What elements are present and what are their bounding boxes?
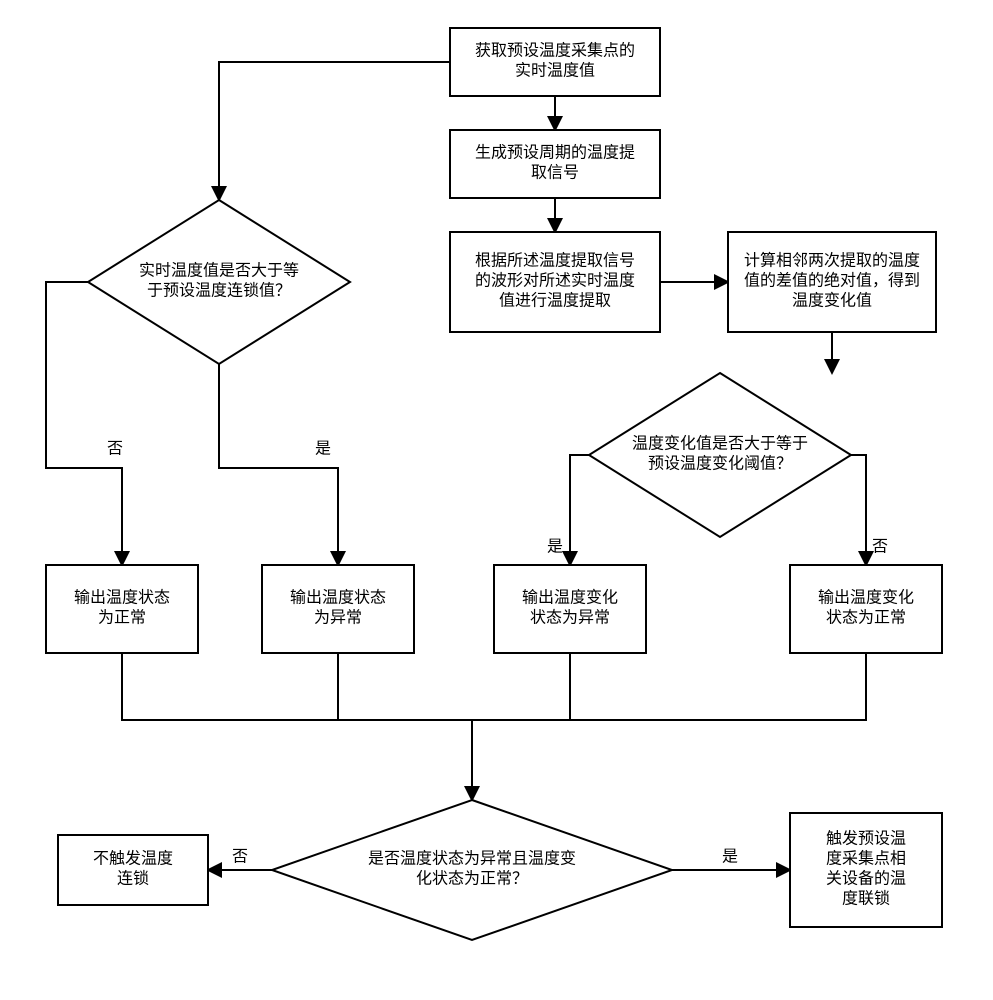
node-text-d2-line1: 预设温度变化阈值？ xyxy=(648,455,792,473)
edge-label-e6: 是 xyxy=(315,441,331,458)
node-text-n2-line0: 生成预设周期的温度提 xyxy=(475,144,635,162)
node-d3: 是否温度状态为异常且温度变化状态为正常？ xyxy=(272,800,672,940)
node-text-n9-line1: 连锁 xyxy=(117,870,149,888)
node-text-n5-line1: 为正常 xyxy=(98,609,146,627)
node-n5: 输出温度状态为正常 xyxy=(46,565,198,653)
node-text-n6-line1: 为异常 xyxy=(314,609,362,627)
node-n4: 计算相邻两次提取的温度值的差值的绝对值，得到温度变化值 xyxy=(728,232,936,332)
node-text-n9-line0: 不触发温度 xyxy=(93,850,173,868)
node-text-n1-line1: 实时温度值 xyxy=(515,62,595,80)
edge-e9 xyxy=(851,455,866,565)
node-text-n3-line1: 的波形对所述实时温度 xyxy=(475,272,635,290)
node-text-n3-line0: 根据所述温度提取信号 xyxy=(475,252,635,270)
node-text-n4-line1: 值的差值的绝对值，得到 xyxy=(744,272,920,290)
node-text-d2-line0: 温度变化值是否大于等于 xyxy=(632,435,808,453)
node-text-n10-line1: 度采集点相 xyxy=(826,850,906,868)
node-d2: 温度变化值是否大于等于预设温度变化阈值？ xyxy=(589,373,851,537)
node-n1: 获取预设温度采集点的实时温度值 xyxy=(450,28,660,96)
node-text-n10-line0: 触发预设温 xyxy=(826,830,906,848)
node-text-n10-line3: 度联锁 xyxy=(842,890,890,908)
node-n3: 根据所述温度提取信号的波形对所述实时温度值进行温度提取 xyxy=(450,232,660,332)
node-text-n7-line0: 输出温度变化 xyxy=(522,589,618,607)
node-n6: 输出温度状态为异常 xyxy=(262,565,414,653)
edge-e11 xyxy=(338,653,472,720)
edge-e4 xyxy=(219,62,450,200)
edge-label-e5: 否 xyxy=(107,441,123,458)
node-n2: 生成预设周期的温度提取信号 xyxy=(450,130,660,198)
node-text-n4-line2: 温度变化值 xyxy=(792,292,872,310)
node-text-n2-line1: 取信号 xyxy=(531,164,579,182)
node-n9: 不触发温度连锁 xyxy=(58,835,208,905)
node-text-n1-line0: 获取预设温度采集点的 xyxy=(475,42,635,60)
edge-e12 xyxy=(472,653,570,720)
edge-e10 xyxy=(122,653,472,720)
node-text-d3-line0: 是否温度状态为异常且温度变 xyxy=(368,850,576,868)
edge-e8 xyxy=(570,455,589,565)
edge-label-e16: 是 xyxy=(722,849,738,866)
edge-e5 xyxy=(46,282,122,565)
node-n7: 输出温度变化状态为异常 xyxy=(494,565,646,653)
edge-label-e15: 否 xyxy=(232,849,248,866)
node-text-n4-line0: 计算相邻两次提取的温度 xyxy=(744,251,920,270)
edge-label-e8: 是 xyxy=(547,539,563,556)
node-text-n8-line0: 输出温度变化 xyxy=(818,589,914,607)
edge-e13 xyxy=(472,653,866,720)
node-text-d1-line0: 实时温度值是否大于等 xyxy=(139,262,299,280)
node-text-n6-line0: 输出温度状态 xyxy=(290,589,386,607)
node-text-n3-line2: 值进行温度提取 xyxy=(499,292,611,310)
node-n8: 输出温度变化状态为正常 xyxy=(790,565,942,653)
flowchart-canvas: 否是是否否是获取预设温度采集点的实时温度值生成预设周期的温度提取信号根据所述温度… xyxy=(0,0,993,1000)
node-text-n10-line2: 关设备的温 xyxy=(826,870,906,888)
node-d1: 实时温度值是否大于等于预设温度连锁值？ xyxy=(88,200,350,364)
edge-e6 xyxy=(219,364,338,565)
nodes-layer: 获取预设温度采集点的实时温度值生成预设周期的温度提取信号根据所述温度提取信号的波… xyxy=(46,28,942,940)
node-text-d3-line1: 化状态为正常？ xyxy=(416,870,528,888)
node-text-n8-line1: 状态为正常 xyxy=(826,609,906,627)
node-text-n7-line1: 状态为异常 xyxy=(530,609,610,627)
node-n10: 触发预设温度采集点相关设备的温度联锁 xyxy=(790,813,942,927)
node-text-d1-line1: 于预设温度连锁值？ xyxy=(147,282,291,300)
edge-label-e9: 否 xyxy=(872,539,888,556)
node-text-n5-line0: 输出温度状态 xyxy=(74,589,170,607)
